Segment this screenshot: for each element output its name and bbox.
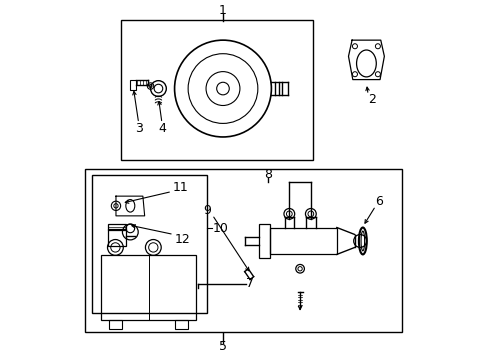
Text: 6: 6	[374, 195, 382, 208]
Text: 7: 7	[246, 278, 254, 291]
Bar	[270, 228, 336, 255]
Text: 8: 8	[263, 168, 271, 181]
Text: 9: 9	[203, 204, 210, 217]
Text: 2: 2	[367, 93, 375, 106]
Bar	[259, 224, 270, 258]
Bar	[129, 80, 136, 90]
Text: 1: 1	[219, 4, 226, 17]
Bar	[85, 169, 402, 332]
Text: 11: 11	[172, 181, 188, 194]
Bar	[109, 320, 122, 329]
Bar	[92, 175, 206, 313]
Bar	[175, 320, 188, 329]
Text: 5: 5	[219, 340, 226, 353]
Text: 12: 12	[174, 233, 190, 246]
Bar	[108, 224, 126, 230]
Bar	[101, 255, 196, 320]
Text: 3: 3	[135, 122, 142, 135]
Bar	[121, 21, 312, 160]
Text: 10: 10	[212, 222, 228, 235]
Bar	[108, 229, 126, 246]
Text: 4: 4	[158, 122, 165, 135]
